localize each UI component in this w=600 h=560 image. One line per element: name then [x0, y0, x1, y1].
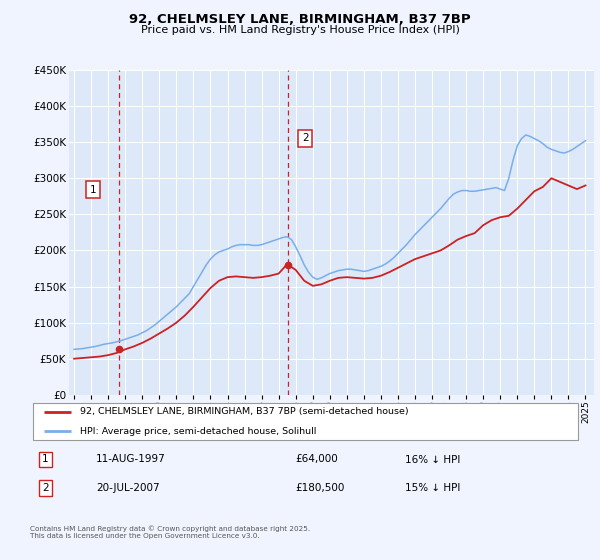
Text: Contains HM Land Registry data © Crown copyright and database right 2025.
This d: Contains HM Land Registry data © Crown c… — [30, 525, 310, 539]
Text: 92, CHELMSLEY LANE, BIRMINGHAM, B37 7BP: 92, CHELMSLEY LANE, BIRMINGHAM, B37 7BP — [129, 13, 471, 26]
Text: 11-AUG-1997: 11-AUG-1997 — [96, 455, 166, 464]
Text: 1: 1 — [42, 455, 49, 464]
Text: 1: 1 — [90, 185, 97, 195]
Text: £180,500: £180,500 — [295, 483, 344, 493]
Text: 2: 2 — [42, 483, 49, 493]
FancyBboxPatch shape — [33, 403, 578, 440]
Text: £64,000: £64,000 — [295, 455, 338, 464]
Text: 15% ↓ HPI: 15% ↓ HPI — [406, 483, 461, 493]
Text: 2: 2 — [302, 133, 308, 143]
Text: 16% ↓ HPI: 16% ↓ HPI — [406, 455, 461, 464]
Text: HPI: Average price, semi-detached house, Solihull: HPI: Average price, semi-detached house,… — [80, 427, 316, 436]
Text: Price paid vs. HM Land Registry's House Price Index (HPI): Price paid vs. HM Land Registry's House … — [140, 25, 460, 35]
Text: 20-JUL-2007: 20-JUL-2007 — [96, 483, 160, 493]
Text: 92, CHELMSLEY LANE, BIRMINGHAM, B37 7BP (semi-detached house): 92, CHELMSLEY LANE, BIRMINGHAM, B37 7BP … — [80, 407, 409, 416]
